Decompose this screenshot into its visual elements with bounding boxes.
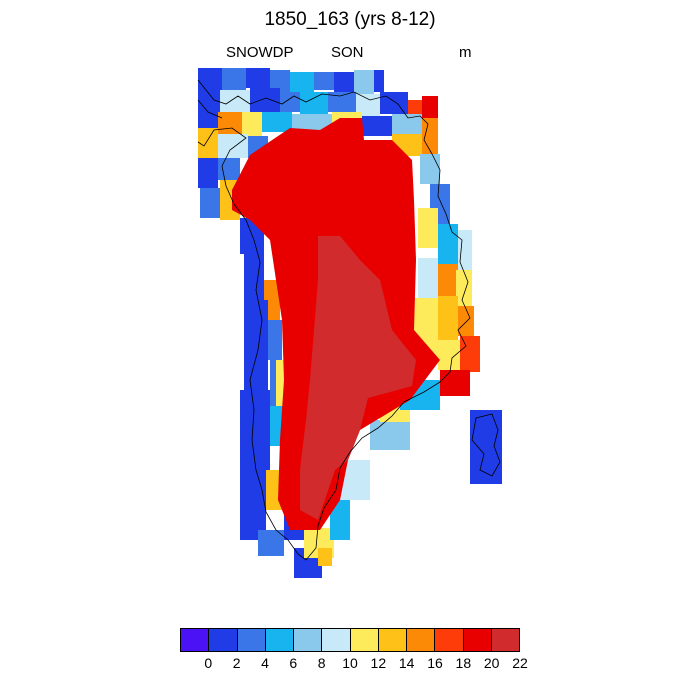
colorbar-swatch xyxy=(435,629,464,651)
colorbar-tick-label: 10 xyxy=(342,655,358,671)
snow-depth-map xyxy=(197,68,502,578)
colorbar xyxy=(180,628,520,652)
colorbar-swatch xyxy=(407,629,436,651)
colorbar-swatch xyxy=(265,629,294,651)
colorbar-swatch xyxy=(237,629,266,651)
plot-title: 1850_163 (yrs 8-12) xyxy=(264,9,436,30)
colorbar-swatch xyxy=(463,629,492,651)
colorbar-tick-label: 14 xyxy=(398,655,415,671)
colorbar-tick-label: 20 xyxy=(483,655,500,671)
colorbar-swatch xyxy=(350,629,379,651)
colorbar-tick-label: 16 xyxy=(427,655,443,671)
colorbar-tick-label: 0 xyxy=(204,655,213,671)
colorbar-swatch xyxy=(378,629,407,651)
colorbar-tick-label: 22 xyxy=(512,655,528,671)
colorbar-tick-label: 6 xyxy=(289,655,298,671)
colorbar-tick-label: 4 xyxy=(261,655,269,671)
colorbar-tick-label: 2 xyxy=(232,655,241,671)
units-label: m xyxy=(459,44,472,61)
colorbar-tick-label: 12 xyxy=(370,655,387,671)
colorbar-swatch xyxy=(181,629,210,651)
colorbar-swatch xyxy=(322,629,351,651)
season-label: SON xyxy=(331,44,364,61)
colorbar-swatch xyxy=(294,629,323,651)
coastline xyxy=(197,79,501,561)
variable-label: SNOWDP xyxy=(226,44,294,61)
map-cells xyxy=(198,68,502,578)
colorbar-swatch xyxy=(209,629,238,651)
colorbar-swatch xyxy=(491,629,519,651)
colorbar-tick-label: 8 xyxy=(317,655,326,671)
colorbar-tick-label: 18 xyxy=(455,655,472,671)
